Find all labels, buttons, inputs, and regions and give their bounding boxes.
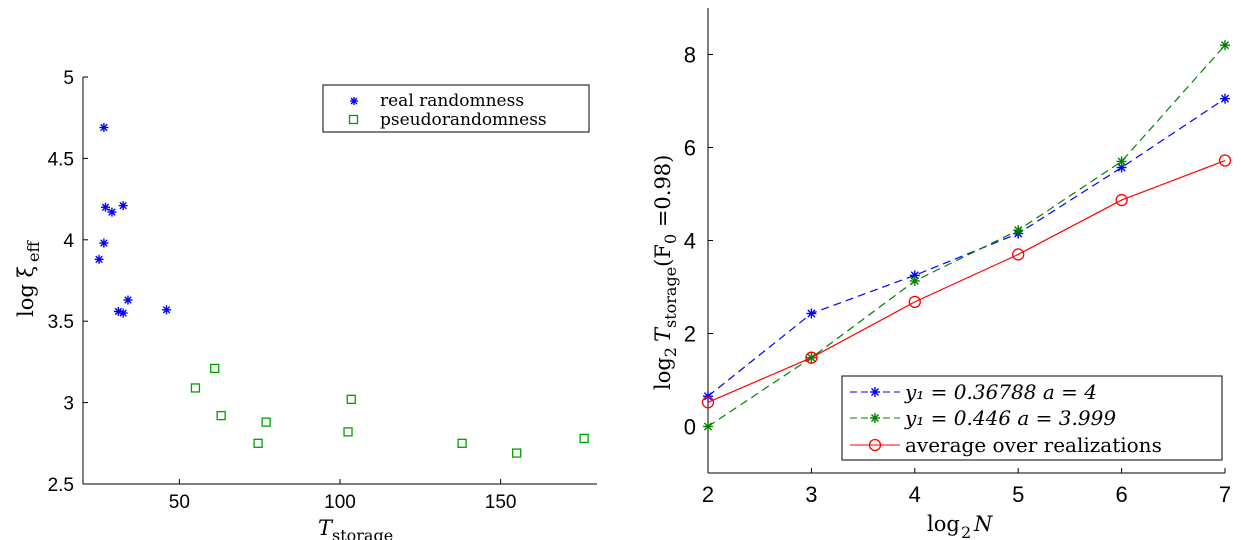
right-x-axis-label-var: N [973,512,993,536]
right-x-tick-label: 3 [805,482,817,507]
real-randomness-point [94,254,104,264]
left-y-axis-label-group: log ξ eff [14,240,43,317]
pseudorandomness-point [261,417,271,427]
right-y-tick-label: 8 [684,43,696,68]
right-legend-label-blue: y₁ = 0.36788 a = 4 [904,380,1097,404]
right-ylabel-value: =0.98) [651,155,675,234]
right-y-tick-label: 4 [684,229,696,254]
right-ylabel-F: (F [651,244,675,267]
right-y-tick-label: 0 [684,415,696,440]
left-legend-label-real: real randomness [380,91,524,111]
right-ylabel-T: T [651,326,675,342]
real-randomness-point [162,305,172,315]
right-y-tick-label: 2 [684,322,696,347]
green-series-point [909,275,920,286]
left-x-tick-label: 50 [169,492,190,513]
left-y-tick-label: 4.5 [48,149,74,170]
real-randomness-point [107,207,117,217]
right-legend-label-red: average over realizations [905,433,1162,457]
green-series-point [1116,156,1127,167]
right-x-tick-label: 4 [909,482,921,507]
blue-series-point [1116,162,1127,173]
left-y-tick-label: 5 [63,68,74,89]
left-scatter-panel: 50 100 150 2.5 3 3.5 4 4.5 5 T storage log ξ eff… [14,68,597,540]
right-series-lines [707,44,1226,427]
real-randomness-point [100,202,110,212]
left-y-tick-label: 3 [63,394,74,415]
right-legend-box [841,375,1223,461]
right-legend-marker-blue [870,387,880,397]
right-ylabel-F-sub: 0 [661,234,680,244]
right-ylabel-log: log [651,357,675,390]
right-x-axis-label-sub: 2 [961,523,971,540]
green-series-point [806,352,817,363]
left-y-axis-label: log ξ [14,266,38,317]
right-legend: y₁ = 0.36788 a = 4 y₁ = 0.446 a = 3.999 … [841,375,1223,461]
right-ticks: 2 3 4 5 6 7 0 2 4 6 8 [684,43,1231,508]
green-series-point [1013,225,1024,236]
right-x-tick-label: 2 [702,482,714,507]
blue-series-point [1220,93,1230,104]
right-x-tick-label: 6 [1115,482,1127,507]
left-data-marks [94,122,589,458]
right-y-axis-label: log2 Tstorage(F0 =0.98) [651,155,680,390]
right-legend-marker-red [868,438,882,452]
right-legend-label-green: y₁ = 0.446 a = 3.999 [904,406,1116,430]
left-plot-frame [83,77,597,484]
left-y-tick-label: 4 [63,231,74,252]
left-x-axis-label: T [318,516,334,540]
left-legend-label-pseudo: pseudorandomness [380,110,547,130]
right-x-axis-label: log [927,512,960,536]
real-randomness-point [118,308,128,318]
left-x-tick-label: 100 [324,492,356,513]
pseudorandomness-point [190,383,201,393]
red-average-series-point [1218,154,1232,167]
pseudorandomness-point [216,410,226,421]
left-legend-marker-real [350,97,358,105]
blue-series-point [806,308,817,319]
red-average-series-point [1012,248,1025,261]
right-legend-marker-green [870,413,880,423]
left-legend-box [322,84,590,133]
green-series-point [703,421,713,432]
pseudorandomness-point [343,427,353,437]
pseudorandomness-point [253,438,263,448]
left-y-axis-label-sub: eff [24,240,43,262]
right-ylabel-log-sub: 2 [661,347,680,357]
pseudorandomness-point [512,448,522,458]
left-x-tick-label: 150 [485,492,517,513]
right-ylabel-T-sub: storage [661,267,680,328]
right-y-tick-label: 6 [684,136,696,161]
red-average-series-point [701,396,715,409]
green-series-point [1220,40,1230,51]
red-average-series-line [707,159,1226,403]
real-randomness-point [99,238,109,248]
left-y-tick-label: 3.5 [48,312,74,333]
left-legend-marker-pseudo [348,114,359,125]
real-randomness-point [123,295,133,305]
pseudorandomness-point [210,363,220,374]
left-ticks: 50 100 150 2.5 3 3.5 4 4.5 5 [48,68,517,513]
right-data-marks [701,40,1232,432]
red-average-series-point [805,351,818,364]
real-randomness-point [118,201,128,211]
right-x-tick-label: 5 [1012,482,1024,507]
right-x-tick-label: 7 [1219,482,1231,507]
left-x-axis-label-sub: storage [332,526,393,540]
blue-series-line [707,98,1226,397]
red-average-series-point [908,295,921,309]
red-average-series-point [1115,193,1128,207]
pseudorandomness-point [457,438,467,448]
left-y-tick-label: 2.5 [48,475,74,496]
right-y-axis-label-group: log2 Tstorage(F0 =0.98) [651,155,680,390]
pseudorandomness-point [579,433,589,444]
real-randomness-point [99,122,109,132]
pseudorandomness-point [346,394,356,404]
left-legend: real randomness pseudorandomness [322,84,590,133]
